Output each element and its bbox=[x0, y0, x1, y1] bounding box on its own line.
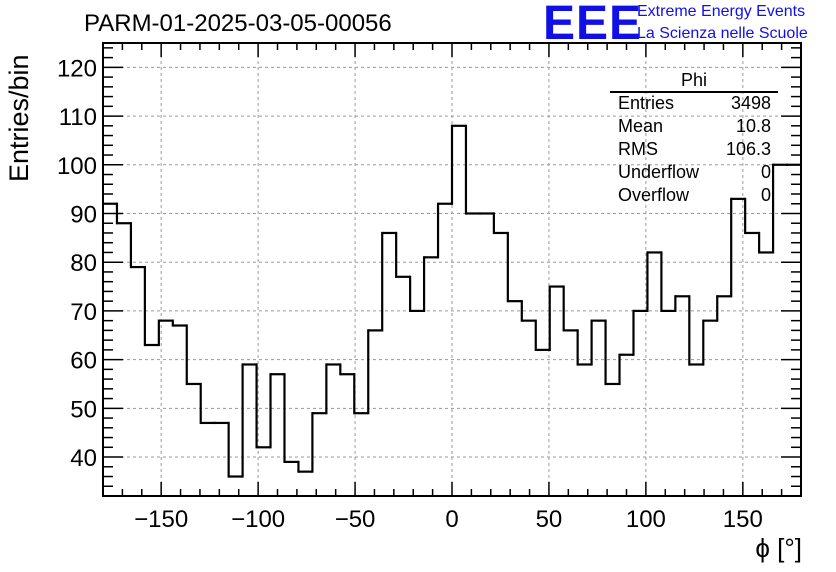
y-tick-label: 110 bbox=[59, 104, 97, 131]
logo-subtitle-line1: Extreme Energy Events bbox=[637, 3, 806, 20]
stats-label: RMS bbox=[618, 139, 658, 159]
stats-row-entries: Entries 3498 bbox=[618, 92, 771, 115]
stats-row-mean: Mean 10.8 bbox=[618, 115, 771, 138]
y-tick-label: 120 bbox=[57, 55, 97, 82]
stats-label: Overflow bbox=[618, 185, 690, 205]
run-title: PARM-01-2025-03-05-00056 bbox=[84, 10, 392, 37]
stats-value: 0 bbox=[760, 162, 771, 182]
stats-value: 0 bbox=[760, 185, 771, 205]
stats-value: 10.8 bbox=[735, 116, 771, 136]
y-tick-label: 50 bbox=[70, 396, 97, 423]
logo-subtitle-line2: La Scienza nelle Scuole bbox=[637, 25, 808, 42]
stats-label: Entries bbox=[618, 93, 675, 113]
y-tick-label: 70 bbox=[70, 299, 97, 326]
y-tick-label: 80 bbox=[70, 250, 97, 277]
stats-row-rms: RMS 106.3 bbox=[618, 138, 771, 161]
stats-row-overflow: Overflow 0 bbox=[618, 184, 771, 207]
stats-row-underflow: Underflow 0 bbox=[618, 161, 771, 184]
y-tick-label: 100 bbox=[57, 153, 97, 180]
y-tick-label: 60 bbox=[70, 348, 97, 375]
stats-value: 3498 bbox=[730, 93, 771, 113]
stats-divider bbox=[610, 91, 778, 93]
x-tick-label: 150 bbox=[723, 506, 763, 533]
x-axis-label: ϕ [°] bbox=[755, 533, 802, 563]
stats-value: 106.3 bbox=[725, 139, 771, 159]
x-tick-label: −150 bbox=[134, 506, 188, 533]
eee-logo: EEE bbox=[543, 0, 643, 50]
y-tick-label: 40 bbox=[70, 445, 97, 472]
y-axis-label: Entries/bin bbox=[4, 54, 34, 182]
y-tick-label: 90 bbox=[70, 201, 97, 228]
x-tick-label: 0 bbox=[445, 506, 458, 533]
stats-title: Phi bbox=[680, 70, 707, 90]
histogram-series bbox=[103, 124, 801, 478]
y-axis: 40 50 60 70 80 90 100 110 120 bbox=[57, 47, 801, 488]
stats-label: Mean bbox=[618, 116, 664, 136]
x-tick-label: 100 bbox=[626, 506, 666, 533]
stats-label: Underflow bbox=[618, 162, 700, 182]
x-tick-label: −100 bbox=[231, 506, 285, 533]
x-tick-label: −50 bbox=[335, 506, 376, 533]
x-axis: −150 −100 −50 0 50 100 150 bbox=[102, 43, 802, 533]
x-tick-label: 50 bbox=[536, 506, 563, 533]
